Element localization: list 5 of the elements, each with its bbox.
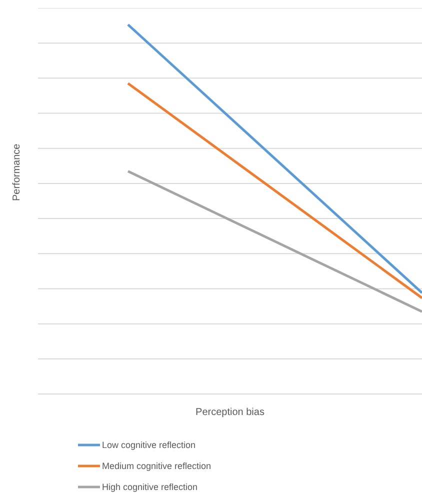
y-axis-title: Performance: [12, 143, 23, 201]
legend-label: Low cognitive reflection: [102, 440, 196, 450]
legend-label: Medium cognitive reflection: [102, 460, 212, 470]
x-axis-title: Perception bias: [196, 407, 264, 418]
legend-label: High cognitive reflection: [102, 482, 198, 492]
